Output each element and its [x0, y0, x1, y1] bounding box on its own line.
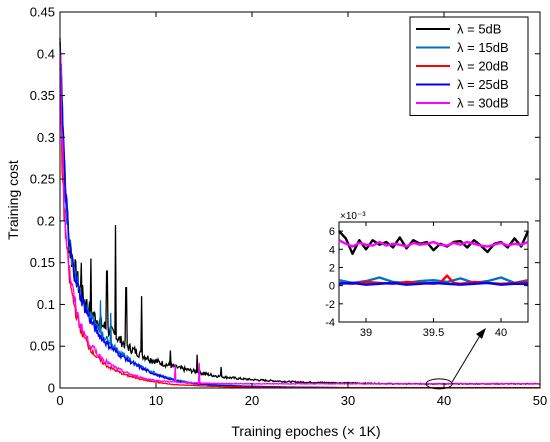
x-tick-label: 10 [149, 393, 163, 408]
x-tick-label: 0 [56, 393, 63, 408]
zoom-ellipse [425, 378, 453, 390]
inset-y-tick-label: 0 [329, 281, 335, 293]
y-tick-label: 0.2 [37, 213, 55, 228]
inset-plot: 39 39.5 40 -4 -2 0 2 4 6 [325, 221, 530, 339]
inset-y-tick-label: 4 [329, 244, 335, 256]
y-tick-label: 0.25 [30, 172, 55, 187]
x-tick-label: 20 [245, 393, 259, 408]
x-axis-label: Training epoches (× 1K) [231, 423, 380, 439]
y-tick-label: 0.3 [37, 130, 55, 145]
inset-series-line-4 [338, 239, 529, 248]
inset-y-tick-label: 2 [329, 262, 335, 274]
inset-axes-box [338, 221, 529, 323]
y-tick-label: 0.15 [30, 255, 55, 270]
inset-y-tick-label: 6 [329, 226, 335, 238]
x-tick-label: 50 [533, 393, 547, 408]
inset-x-tick-label: 39 [360, 327, 372, 339]
y-tick-label: 0.35 [30, 88, 55, 103]
inset-y-tick-label: -4 [325, 317, 335, 329]
legend-label-1: λ = 15dB [457, 40, 509, 55]
legend-label-3: λ = 25dB [457, 77, 509, 92]
inset-x-tick-label: 40 [495, 327, 507, 339]
axes-box [59, 11, 541, 389]
y-axis-label: Training cost [5, 160, 21, 240]
inset-exponent-label: ×10⁻³ [340, 211, 366, 222]
y-tick-label: 0 [48, 381, 55, 396]
zoom-arrow-line [451, 333, 482, 383]
inset-x-tick-label: 39.5 [423, 327, 444, 339]
legend-label-0: λ = 5dB [457, 22, 501, 37]
x-tick-label: 40 [437, 393, 451, 408]
legend-label-4: λ = 30dB [457, 96, 509, 111]
inset-y-tick-label: -2 [325, 299, 335, 311]
legend: λ = 5dB λ = 15dB λ = 20dB λ = 25dB λ = 30dB [409, 16, 529, 116]
x-tick-label: 30 [341, 393, 355, 408]
zoom-arrow-head [476, 328, 486, 339]
zoom-annotation [425, 328, 486, 390]
inset-series-line-1 [338, 276, 529, 285]
y-tick-label: 0.05 [30, 339, 55, 354]
legend-label-2: λ = 20dB [457, 59, 509, 74]
y-tick-label: 0.1 [37, 297, 55, 312]
series-line-4 [59, 52, 541, 386]
y-tick-label: 0.45 [30, 5, 55, 20]
y-tick-label: 0.4 [37, 46, 55, 61]
inset-series-line-3 [338, 281, 528, 286]
